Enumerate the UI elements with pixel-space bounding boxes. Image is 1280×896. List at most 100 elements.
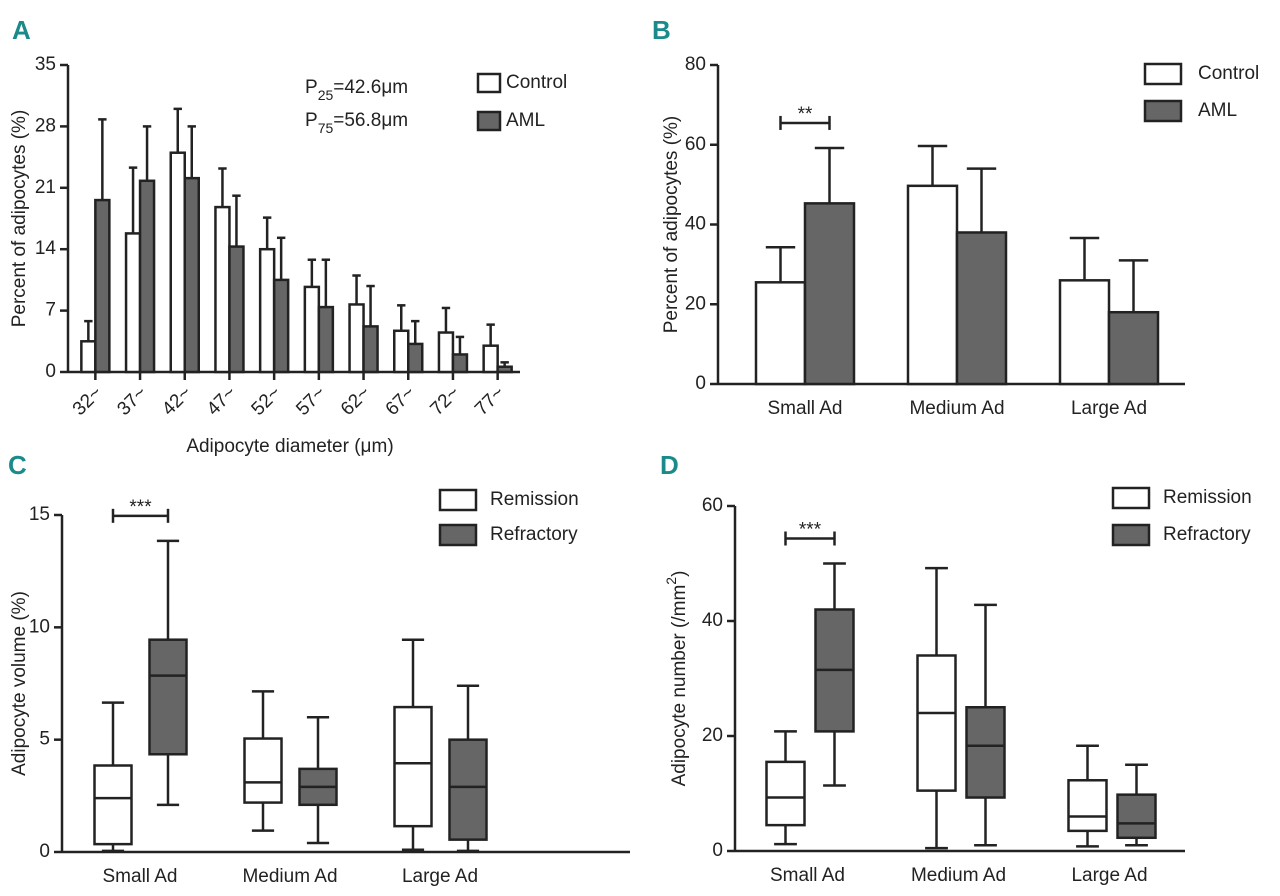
x-tick-label: 57~: [292, 382, 330, 420]
bar: [362, 325, 379, 374]
legend-swatch: [476, 72, 502, 94]
panel-letter: B: [652, 15, 671, 45]
significance-label: ***: [129, 497, 152, 518]
bar: [138, 179, 156, 374]
x-tick-label: Small Ad: [103, 866, 178, 887]
legend-swatch: [1143, 62, 1183, 86]
x-tick-label: Large Ad: [1071, 398, 1147, 419]
annotation-part: =56.8μm: [333, 110, 408, 131]
annotation-part: P: [305, 110, 318, 131]
legend-swatch: [1111, 486, 1151, 510]
y-tick-label: 20: [702, 725, 723, 746]
bar: [496, 365, 513, 374]
bar: [1107, 310, 1160, 386]
box: [765, 760, 806, 827]
legend-label: Remission: [490, 489, 579, 510]
bar: [124, 232, 142, 374]
y-tick-label: 0: [695, 373, 706, 394]
y-tick-label: 80: [685, 54, 706, 75]
bar: [803, 202, 856, 386]
y-tick-label: 0: [712, 840, 723, 861]
panel-letter: D: [660, 450, 679, 480]
x-tick-label: Large Ad: [402, 866, 478, 887]
bar: [258, 247, 276, 374]
legend-swatch: [476, 110, 502, 132]
x-tick-label: 32~: [69, 382, 107, 420]
legend-label: AML: [1198, 100, 1237, 121]
bar: [451, 353, 469, 374]
y-axis-label-part: ): [669, 571, 690, 577]
bar: [1058, 279, 1111, 386]
bar: [437, 331, 455, 374]
legend-swatch: [1111, 523, 1151, 547]
y-tick-label: 28: [35, 115, 56, 136]
box: [965, 706, 1006, 799]
annotation-part: 75: [318, 120, 334, 136]
box: [93, 764, 133, 846]
legend-label: Refractory: [1163, 524, 1251, 545]
bar: [94, 198, 111, 374]
y-tick-label: 60: [685, 134, 706, 155]
y-tick-label: 21: [35, 177, 56, 198]
significance-label: **: [798, 104, 813, 125]
legend-swatch: [438, 523, 478, 547]
y-axis-label: Adipocyte volume (%): [9, 591, 30, 776]
legend-label: Control: [506, 72, 567, 93]
y-tick-label: 7: [45, 300, 56, 321]
legend-label: Control: [1198, 63, 1259, 84]
legend-label: AML: [506, 110, 545, 131]
box: [243, 737, 283, 804]
annotation-part: 25: [318, 87, 334, 103]
bar: [348, 303, 365, 374]
y-tick-label: 60: [702, 495, 723, 516]
x-tick-label: 37~: [113, 382, 151, 420]
annotation: P75=56.8μm: [305, 110, 408, 136]
bar: [272, 278, 290, 374]
y-tick-label: 40: [702, 610, 723, 631]
legend-label: Refractory: [490, 524, 578, 545]
x-tick-label: 67~: [382, 382, 420, 420]
box: [916, 654, 957, 792]
x-tick-label: Small Ad: [768, 398, 843, 419]
bar: [303, 285, 321, 374]
legend-label: Remission: [1163, 487, 1252, 508]
bar: [214, 205, 231, 374]
y-axis-label-part: Adipocyte number (/mm: [669, 585, 690, 787]
y-axis-label: Adipocyte number (/mm2): [663, 571, 690, 787]
box: [448, 738, 488, 841]
x-tick-label: 42~: [158, 382, 196, 420]
box: [1067, 779, 1108, 833]
y-tick-label: 35: [35, 54, 56, 75]
y-tick-label: 40: [685, 214, 706, 235]
box: [393, 705, 433, 828]
panel-letter: C: [8, 450, 27, 480]
bar: [228, 245, 245, 374]
bar: [906, 184, 959, 386]
x-tick-label: 47~: [203, 382, 241, 420]
y-tick-label: 14: [35, 238, 57, 259]
box: [1116, 793, 1157, 840]
bar: [80, 340, 97, 374]
y-axis-label: Percent of adipocytes (%): [661, 116, 682, 334]
bar: [754, 281, 807, 386]
y-tick-label: 5: [39, 729, 50, 750]
bar: [183, 176, 200, 374]
y-axis-label-part: 2: [663, 577, 679, 585]
x-tick-label: Medium Ad: [911, 865, 1006, 886]
x-tick-label: Medium Ad: [909, 398, 1004, 419]
y-axis-label: Percent of adipocytes (%): [9, 110, 30, 328]
x-tick-label: Large Ad: [1071, 865, 1147, 886]
bar: [407, 342, 424, 374]
y-tick-label: 20: [685, 293, 706, 314]
y-tick-label: 0: [45, 361, 56, 382]
x-tick-label: Medium Ad: [242, 866, 337, 887]
bar: [955, 231, 1008, 386]
y-tick-label: 15: [29, 504, 50, 525]
x-axis-label: Adipocyte diameter (μm): [186, 436, 393, 457]
legend-swatch: [438, 488, 478, 512]
bar: [482, 344, 499, 374]
x-tick-label: Small Ad: [770, 865, 845, 886]
x-tick-label: 62~: [337, 382, 375, 420]
annotation-part: =42.6μm: [333, 77, 408, 98]
